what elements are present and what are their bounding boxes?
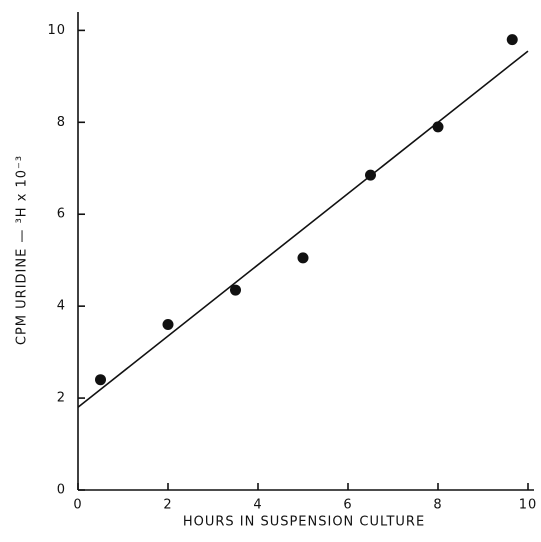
y-tick-label: 2 [57,391,66,406]
x-tick-label: 0 [73,498,82,513]
y-axis-label: CPM URIDINE — ³H x 10⁻³ [15,155,30,345]
data-point [297,252,309,264]
data-point [162,319,174,331]
y-tick-label: 6 [57,207,66,222]
data-point [506,34,518,46]
y-tick-label: 8 [57,115,66,130]
y-tick-label: 4 [57,299,66,314]
x-tick-label: 10 [519,498,538,513]
data-point [432,121,444,133]
x-tick-label: 8 [433,498,442,513]
data-point [365,169,376,181]
x-tick-label: 6 [343,498,352,513]
y-tick-label: 0 [57,483,66,498]
x-axis-label: HOURS IN SUSPENSION CULTURE [183,515,425,530]
data-point [95,374,106,386]
fit-line [77,50,529,408]
x-tick-label: 4 [253,498,262,513]
data-point [230,284,241,296]
y-tick-label: 10 [47,23,66,38]
x-tick-label: 2 [163,498,172,513]
